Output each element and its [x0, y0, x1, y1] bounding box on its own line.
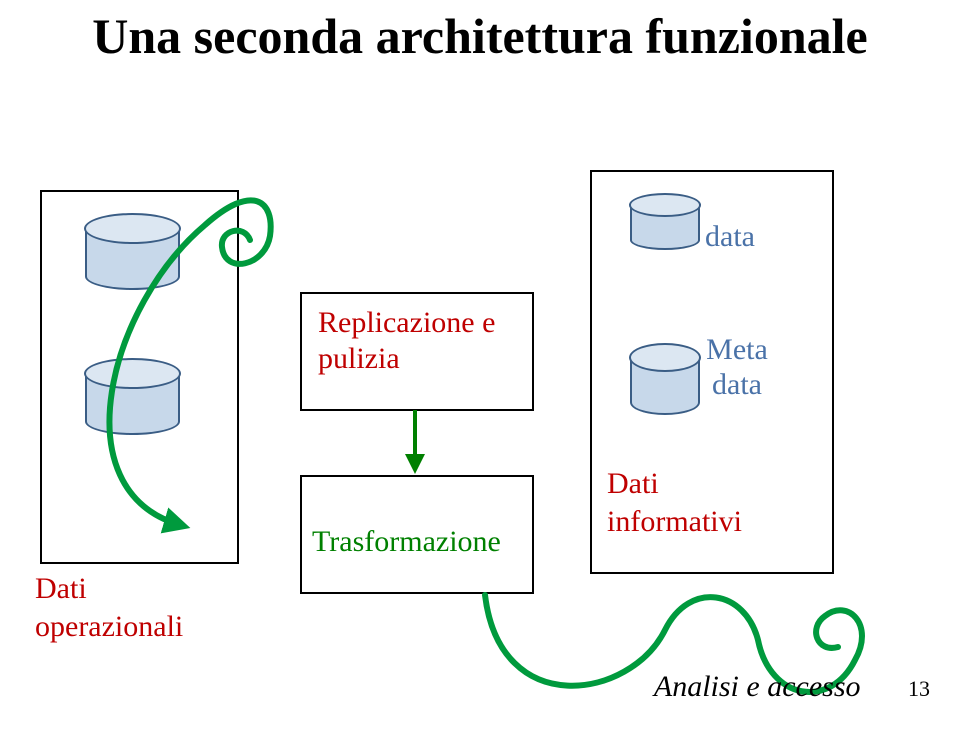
label-replicazione: Replicazione e pulizia: [318, 305, 528, 377]
cylinder-data: [630, 195, 700, 250]
slide-title: Una seconda architettura funzionale: [0, 8, 960, 66]
label-dati-informativi: Dati informativi: [607, 465, 742, 540]
footer-text: Analisi e accesso: [654, 670, 861, 703]
slide-stage: Una seconda architettura funzionale Repl…: [0, 0, 960, 732]
label-meta-data: Meta data: [697, 333, 777, 402]
label-trasformazione: Trasformazione: [312, 525, 501, 559]
label-dati-operazionali: Dati operazionali: [35, 570, 183, 645]
cylinder-ops-2: [85, 360, 180, 435]
cylinder-ops-1: [85, 215, 180, 290]
label-data: data: [705, 220, 755, 254]
page-number: 13: [908, 676, 930, 701]
cylinder-meta: [630, 345, 700, 415]
footer: Analisi e accesso 13: [654, 670, 930, 704]
